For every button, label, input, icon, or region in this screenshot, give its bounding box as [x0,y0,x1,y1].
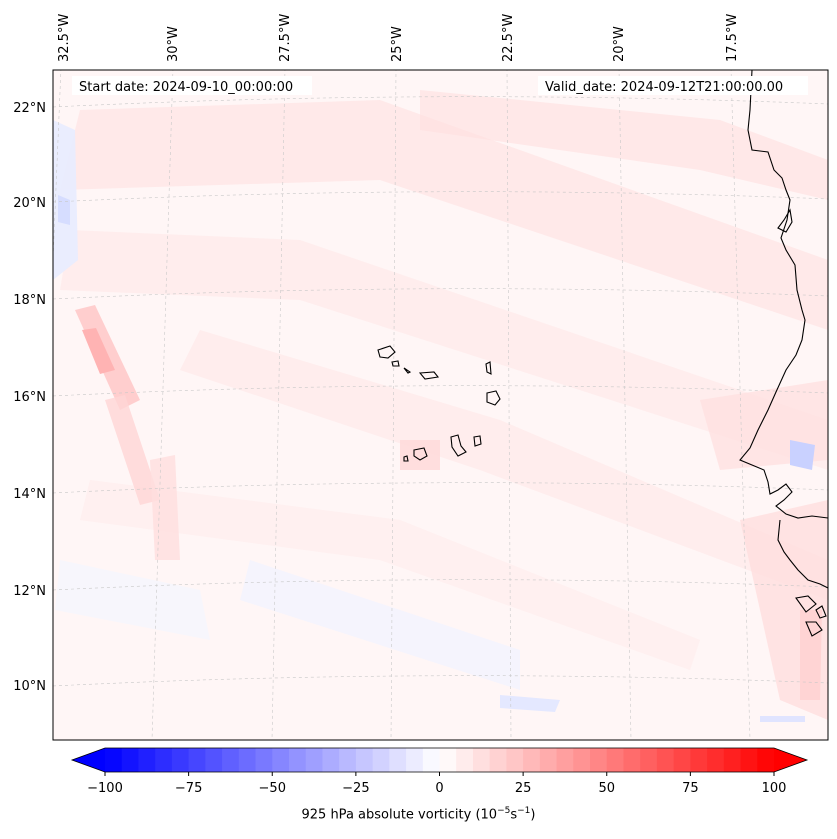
colorbar-segment [690,748,708,772]
colorbar-segment [406,748,424,772]
longitude-labels: 32.5°W 30°W 27.5°W 25°W 22.5°W 20°W 17.5… [57,14,740,62]
colorbar-segment [656,748,675,772]
colorbar-tick-label: 75 [682,781,699,796]
lat-label: 20°N [13,196,46,211]
lon-label: 27.5°W [278,14,293,62]
colorbar-segment [422,748,441,772]
colorbar-segment [707,748,725,772]
colorbar-min-extend-arrow [72,748,105,772]
colorbar-segment [121,748,140,772]
start-date-box [72,76,312,95]
colorbar-segment [389,748,407,772]
colorbar-segment [640,748,658,772]
colorbar-label: 925 hPa absolute vorticity (10−5s−1) [0,806,837,822]
colorbar-segment [556,748,574,772]
colorbar-segment [456,748,474,772]
lat-label: 16°N [13,390,46,405]
colorbar-segment [205,748,223,772]
lon-label: 17.5°W [725,14,740,62]
colorbar: −100 −75 −50 −25 0 25 50 75 100 [70,747,809,796]
colorbar-label-text: 925 hPa absolute vorticity (10 [301,807,498,823]
colorbar-segment [222,748,240,772]
lon-label: 30°W [166,26,181,62]
lat-label: 10°N [13,679,46,694]
colorbar-segment [439,748,457,772]
colorbar-segment [372,748,390,772]
lon-label: 32.5°W [57,14,72,62]
colorbar-tick-label: −50 [259,781,286,796]
colorbar-segment [573,748,591,772]
colorbar-segment [288,748,307,772]
vorticity-field [53,70,828,740]
map-frame [52,69,829,741]
latitude-labels: 22°N 20°N 18°N 16°N 14°N 12°N 10°N [13,101,46,694]
colorbar-segment [155,748,173,772]
colorbar-segment [539,748,558,772]
colorbar-tick-label: −75 [175,781,202,796]
colorbar-segment [238,748,257,772]
colorbar-segment [606,748,625,772]
colorbar-label-exponent: −1 [517,806,531,816]
graticule [53,70,828,740]
lon-label: 25°W [390,26,405,62]
colorbar-label-exponent: −5 [497,806,511,816]
colorbar-tick-label: 100 [762,781,787,796]
colorbar-segment [305,748,324,772]
colorbar-max-extend-arrow [774,748,807,772]
colorbar-segment [138,748,156,772]
colorbar-segment [255,748,273,772]
valid-date-label: Valid_date: 2024-09-12T21:00:00.00 [545,80,783,95]
colorbar-segment [188,748,206,772]
colorbar-segment [339,748,357,772]
colorbar-segment [723,748,742,772]
colorbar-segment [489,748,507,772]
colorbar-segment [673,748,691,772]
valid-date-box [538,76,808,95]
colorbar-segment [523,748,541,772]
colorbar-tick-label: −25 [342,781,369,796]
colorbar-segment [472,748,491,772]
colorbar-segment [322,748,340,772]
colorbar-segment [272,748,290,772]
colorbar-segment [590,748,608,772]
colorbar-segment [355,748,374,772]
start-date-label: Start date: 2024-09-10_00:00:00 [79,80,293,95]
lat-label: 12°N [13,584,46,599]
colorbar-tick-label: 25 [515,781,532,796]
colorbar-label-unit: s [510,807,518,823]
lat-label: 18°N [13,293,46,308]
lat-label: 14°N [13,487,46,502]
colorbar-segment [623,748,641,772]
colorbar-segments [105,748,775,772]
colorbar-segment [171,748,190,772]
colorbar-label-suffix: ) [530,807,536,823]
island-outlines [377,345,501,462]
colorbar-segment [740,748,758,772]
colorbar-tick-label: −100 [87,781,123,796]
colorbar-segment [757,748,775,772]
lon-label: 20°W [612,26,627,62]
lat-label: 22°N [13,101,46,116]
colorbar-segment [506,748,524,772]
lon-label: 22.5°W [501,14,516,62]
colorbar-segment [105,748,123,772]
colorbar-tick-label: 0 [435,781,443,796]
coastline-africa [739,70,828,637]
colorbar-tick-label: 50 [598,781,615,796]
colorbar-ticks: −100 −75 −50 −25 0 25 50 75 100 [87,772,786,796]
